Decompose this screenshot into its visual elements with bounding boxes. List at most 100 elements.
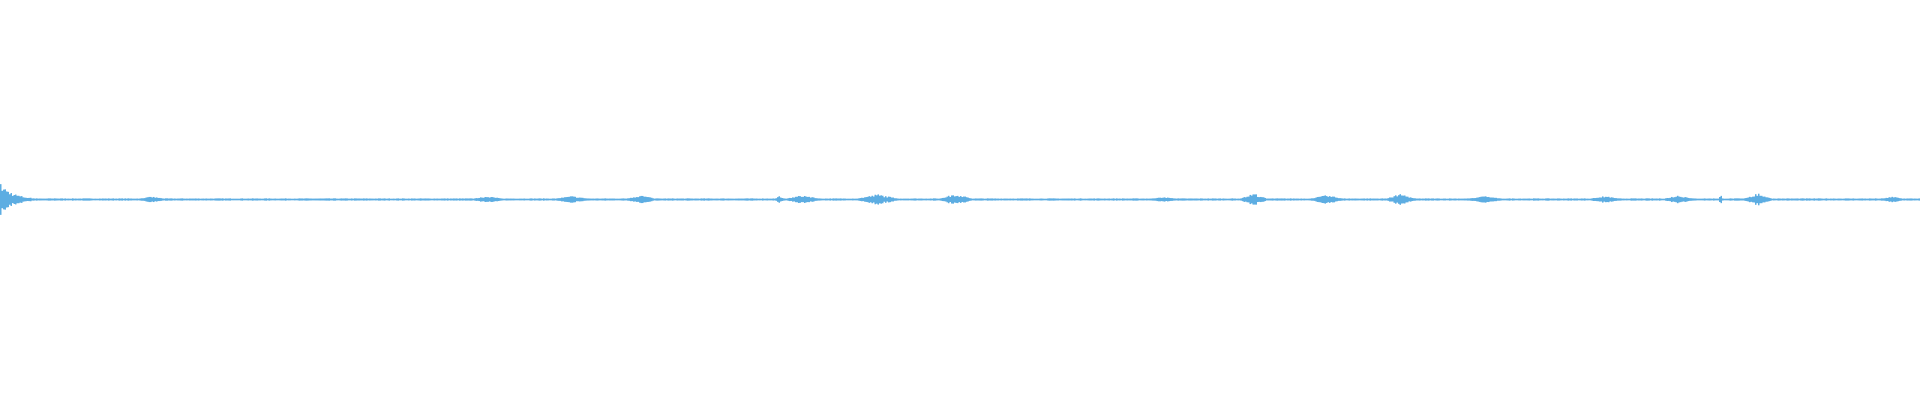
waveform-sample bbox=[33, 198, 35, 201]
waveform-sample bbox=[153, 196, 155, 203]
waveform-sample bbox=[867, 196, 869, 203]
waveform-sample bbox=[1422, 198, 1424, 201]
waveform-sample bbox=[657, 198, 659, 201]
waveform-sample bbox=[442, 198, 444, 201]
waveform-sample bbox=[789, 197, 791, 202]
waveform-sample bbox=[1764, 196, 1766, 203]
waveform-sample bbox=[379, 198, 381, 201]
waveform-sample bbox=[1678, 196, 1680, 203]
waveform-sample bbox=[543, 198, 545, 201]
waveform-sample bbox=[333, 198, 335, 201]
waveform-sample bbox=[1417, 198, 1419, 201]
waveform-sample bbox=[1564, 198, 1566, 201]
waveform-sample bbox=[499, 198, 501, 201]
waveform-sample bbox=[136, 198, 138, 201]
waveform-sample bbox=[1465, 198, 1467, 201]
waveform-sample bbox=[1779, 198, 1781, 201]
waveform-sample bbox=[1770, 198, 1772, 201]
waveform-sample bbox=[772, 198, 774, 201]
waveform-sample bbox=[130, 198, 132, 201]
waveform-sample bbox=[874, 194, 876, 205]
waveform-sample bbox=[1765, 197, 1767, 202]
waveform-sample bbox=[903, 198, 905, 201]
waveform-sample bbox=[162, 198, 164, 201]
waveform-sample bbox=[792, 197, 794, 202]
waveform-sample bbox=[1126, 198, 1128, 201]
waveform-sample bbox=[711, 198, 713, 201]
waveform-sample bbox=[1396, 196, 1398, 203]
waveform-sample bbox=[1645, 198, 1647, 201]
waveform-sample bbox=[516, 198, 518, 201]
waveform-sample bbox=[285, 198, 287, 201]
waveform-sample bbox=[1294, 198, 1296, 201]
waveform-sample bbox=[636, 197, 638, 202]
waveform-sample bbox=[283, 198, 285, 201]
waveform-sample bbox=[156, 197, 158, 202]
waveform-sample bbox=[726, 198, 728, 201]
waveform-sample bbox=[1608, 196, 1610, 203]
waveform-sample bbox=[921, 198, 923, 201]
waveform-sample bbox=[1275, 198, 1277, 201]
waveform-sample bbox=[291, 198, 293, 201]
waveform-sample bbox=[118, 198, 120, 201]
waveform-sample bbox=[1860, 198, 1862, 201]
waveform-sample bbox=[1888, 197, 1890, 202]
waveform-sample bbox=[261, 198, 263, 201]
waveform-sample bbox=[618, 198, 620, 201]
waveform-sample bbox=[1434, 198, 1436, 201]
waveform-sample bbox=[1080, 198, 1082, 201]
waveform-sample bbox=[756, 198, 758, 201]
waveform-sample bbox=[1449, 198, 1451, 201]
waveform-sample bbox=[1468, 198, 1470, 201]
waveform-sample bbox=[1114, 198, 1116, 201]
waveform-sample bbox=[234, 198, 236, 201]
waveform-sample bbox=[529, 198, 531, 201]
waveform-sample bbox=[208, 198, 210, 201]
waveform-sample bbox=[1876, 198, 1878, 201]
waveform-sample bbox=[298, 198, 300, 201]
waveform-sample bbox=[280, 198, 282, 201]
waveform-sample bbox=[166, 198, 168, 201]
waveform-sample bbox=[732, 198, 734, 201]
waveform-sample bbox=[873, 196, 875, 203]
waveform-sample bbox=[1909, 198, 1911, 201]
waveform-sample bbox=[1620, 198, 1622, 201]
waveform-sample bbox=[3, 189, 5, 210]
waveform-sample bbox=[1137, 198, 1139, 201]
waveform-sample bbox=[720, 198, 722, 201]
waveform-sample bbox=[1362, 198, 1364, 201]
waveform-sample bbox=[180, 198, 182, 201]
waveform-sample bbox=[1797, 198, 1799, 201]
waveform-sample bbox=[541, 198, 543, 201]
waveform-sample bbox=[165, 198, 167, 201]
waveform-sample bbox=[1413, 198, 1415, 201]
waveform-sample bbox=[424, 198, 426, 201]
waveform-sample bbox=[49, 198, 51, 201]
waveform-sample bbox=[1368, 198, 1370, 201]
waveform-sample bbox=[771, 198, 773, 201]
waveform-sample bbox=[1333, 196, 1335, 203]
waveform-sample bbox=[115, 198, 117, 201]
waveform-sample bbox=[1059, 198, 1061, 201]
waveform-sample bbox=[583, 198, 585, 201]
waveform-sample bbox=[1687, 197, 1689, 202]
waveform-sample bbox=[681, 198, 683, 201]
waveform-sample bbox=[108, 198, 110, 201]
waveform-sample bbox=[883, 197, 885, 202]
waveform-sample bbox=[408, 198, 410, 201]
waveform-sample bbox=[468, 198, 470, 201]
waveform-sample bbox=[1105, 198, 1107, 201]
waveform-sample bbox=[1066, 198, 1068, 201]
waveform-sample bbox=[1248, 196, 1250, 203]
waveform-sample bbox=[421, 198, 423, 201]
waveform-sample bbox=[186, 198, 188, 201]
waveform-sample bbox=[1318, 196, 1320, 203]
waveform-sample bbox=[988, 198, 990, 201]
waveform-sample bbox=[1138, 198, 1140, 201]
waveform-sample bbox=[1740, 198, 1742, 201]
waveform-sample bbox=[1321, 195, 1323, 204]
waveform-sample bbox=[1788, 198, 1790, 201]
waveform-sample bbox=[1045, 198, 1047, 201]
waveform-sample bbox=[1726, 198, 1728, 201]
